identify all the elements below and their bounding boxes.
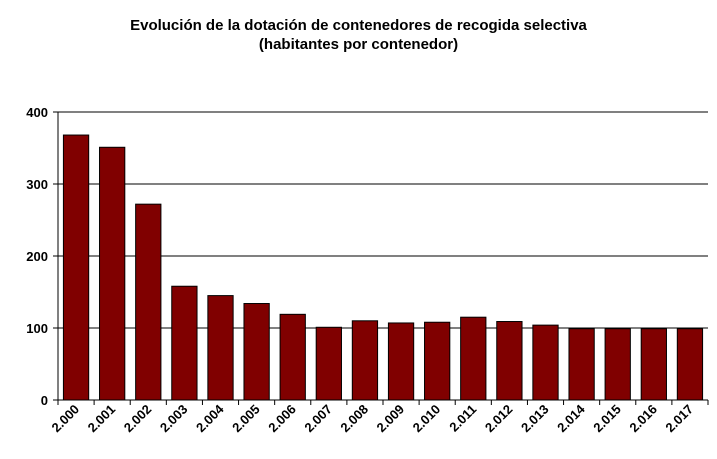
x-tick-label: 2.006 [265,402,299,436]
bar [604,328,631,401]
bar [99,146,126,401]
x-tick-label: 2.017 [662,402,696,436]
bar [62,134,90,401]
x-tick-label: 2.016 [626,402,660,436]
x-tick-label: 2.008 [337,402,371,436]
x-tick-label: 2.011 [446,402,479,435]
y-tick-label: 300 [26,177,48,192]
chart-title-line: Evolución de la dotación de contenedores… [130,17,587,34]
bar [171,285,198,401]
bar [243,303,270,401]
x-tick-label: 2.010 [410,402,444,436]
chart-title: Evolución de la dotación de contenedores… [0,16,717,54]
y-tick-label: 100 [26,321,48,336]
bar [640,328,667,401]
bar [496,321,523,401]
chart-subtitle-line: (habitantes por contenedor) [258,36,459,53]
bar [676,328,704,401]
bar [424,321,451,401]
x-tick-label: 2.001 [85,402,119,436]
x-tick-label: 2.013 [518,402,552,436]
x-tick-label: 2.002 [121,402,155,436]
bar [351,320,379,401]
x-tick-label: 2.009 [374,402,408,436]
bar [315,326,342,401]
bar [568,328,595,401]
x-tick-label: 2.003 [157,402,191,436]
bar [460,316,487,401]
bar [532,324,559,401]
x-tick-label: 2.015 [590,402,624,436]
x-tick-label: 2.012 [482,402,516,436]
bar [207,295,234,401]
bar [135,203,162,401]
x-tick-label: 2.004 [193,401,227,435]
y-tick-label: 200 [26,249,48,264]
bar [387,322,415,401]
x-tick-label: 2.000 [49,402,83,436]
y-tick-label: 0 [41,393,48,408]
x-tick-label: 2.007 [301,402,335,436]
x-tick-label: 2.014 [554,401,588,435]
y-tick-label: 400 [26,105,48,120]
bar [279,313,306,401]
x-tick-label: 2.005 [229,402,263,436]
